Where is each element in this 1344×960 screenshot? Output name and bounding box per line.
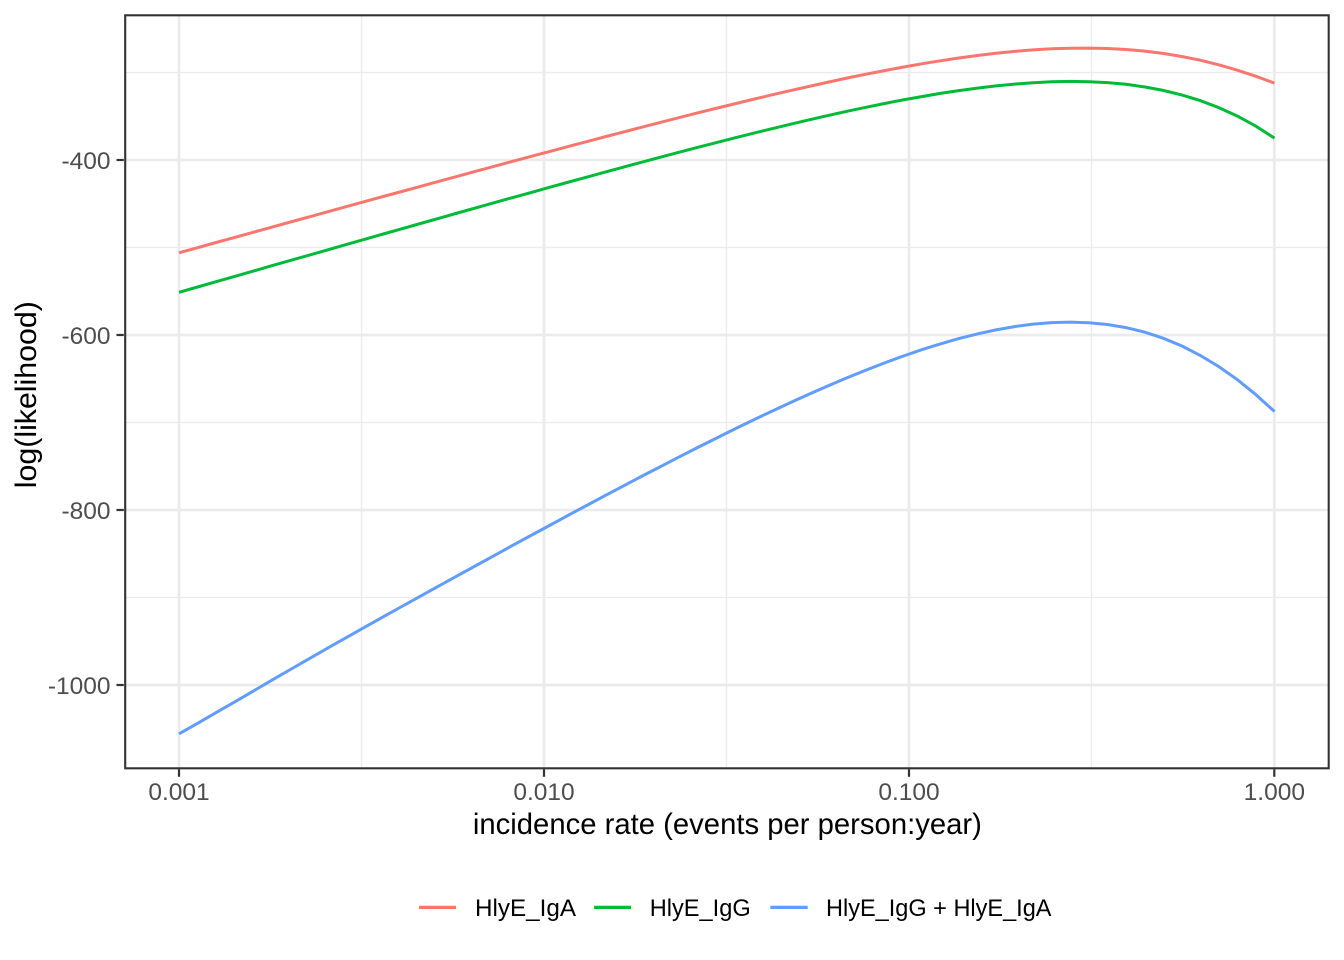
svg-text:0.001: 0.001 xyxy=(148,779,209,806)
svg-text:HlyE_IgG + HlyE_IgA: HlyE_IgG + HlyE_IgA xyxy=(826,895,1052,922)
svg-text:-400: -400 xyxy=(61,148,110,175)
svg-text:0.100: 0.100 xyxy=(878,779,939,806)
svg-text:1.000: 1.000 xyxy=(1244,779,1305,806)
svg-text:0.010: 0.010 xyxy=(513,779,574,806)
svg-text:log(likelihood): log(likelihood) xyxy=(10,301,43,488)
svg-text:-800: -800 xyxy=(61,498,110,525)
svg-text:incidence rate (events per per: incidence rate (events per person:year) xyxy=(473,808,982,841)
svg-text:-600: -600 xyxy=(61,323,110,350)
svg-text:HlyE_IgG: HlyE_IgG xyxy=(650,895,751,922)
svg-text:HlyE_IgA: HlyE_IgA xyxy=(475,895,577,922)
svg-text:-1000: -1000 xyxy=(48,673,111,700)
